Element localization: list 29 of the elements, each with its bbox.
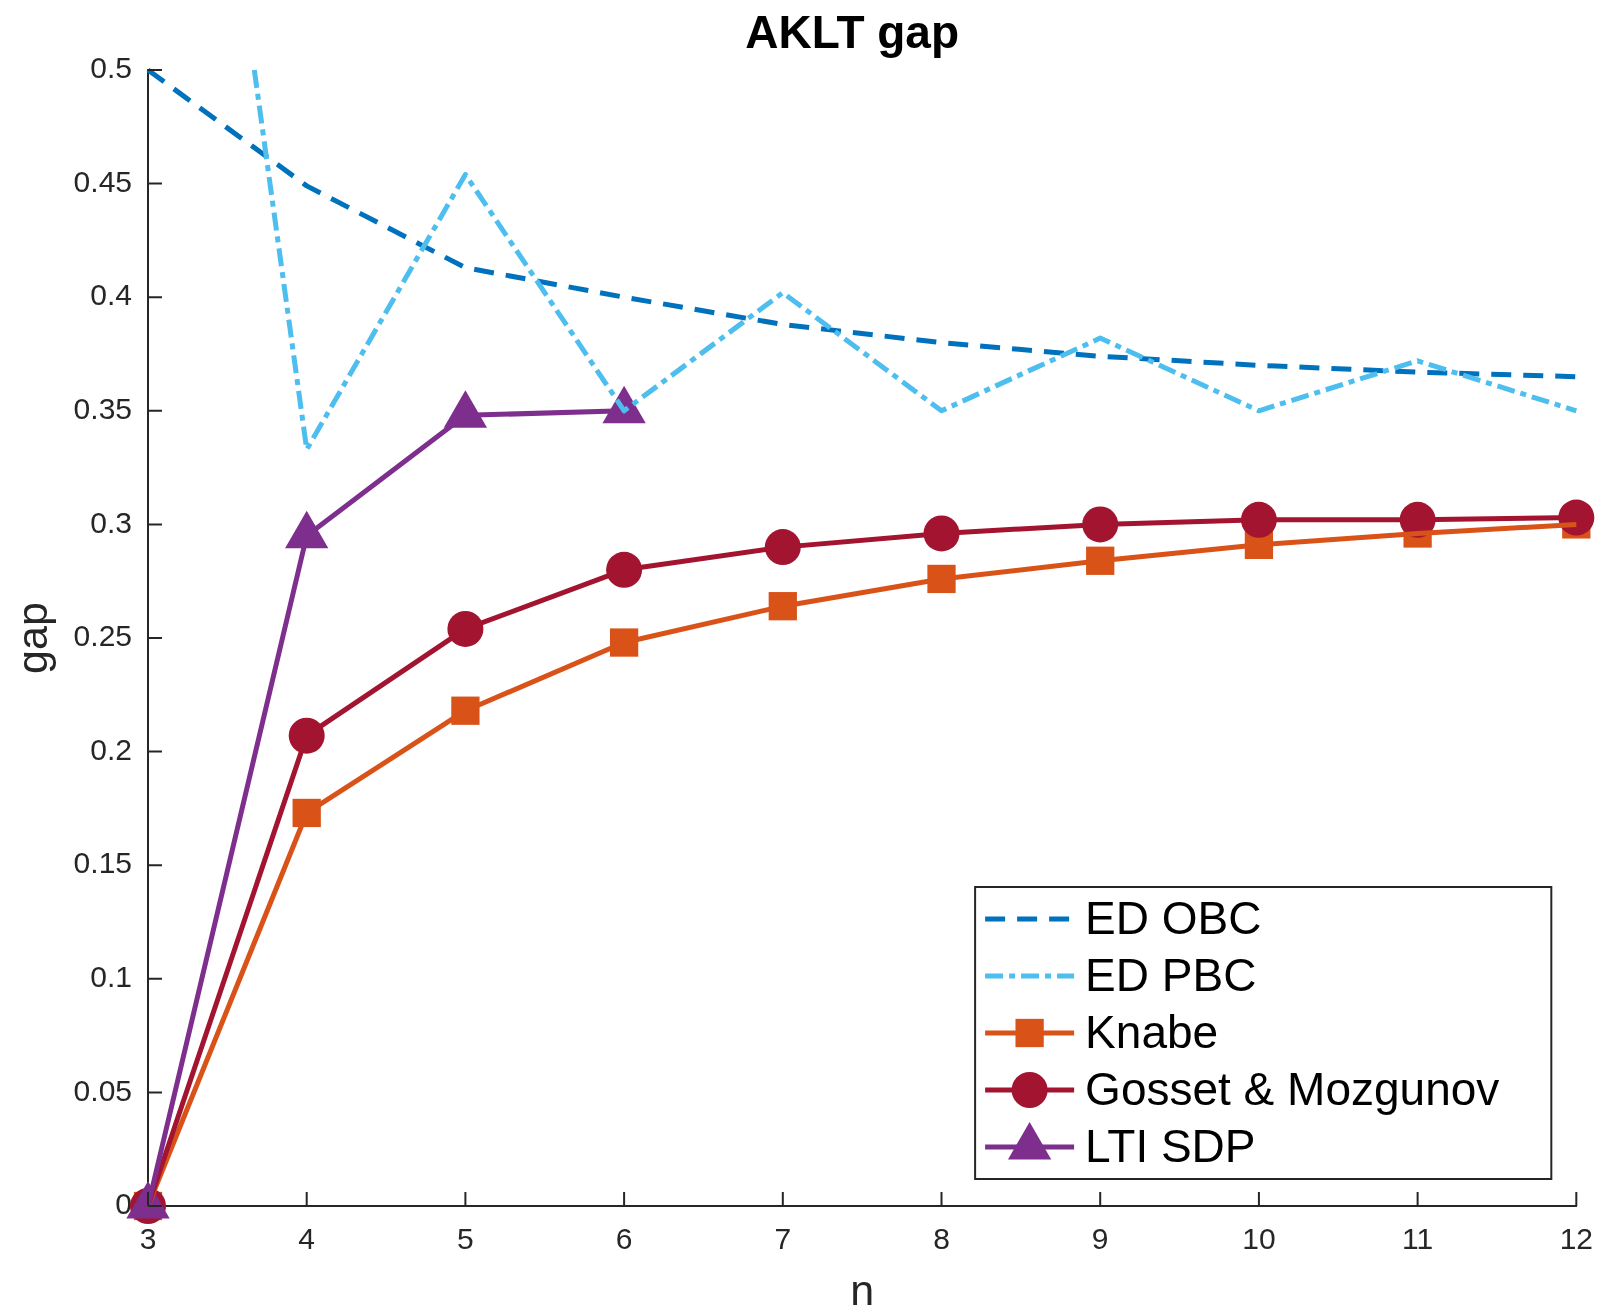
y-tick-label: 0.2 [90, 732, 132, 766]
x-tick-label: 5 [457, 1222, 474, 1256]
y-tick-label: 0 [115, 1187, 132, 1221]
y-tick-label: 0.4 [90, 278, 132, 312]
x-tick-label: 10 [1242, 1222, 1276, 1256]
x-axis-title: n [850, 1266, 875, 1307]
x-tick-label: 9 [1091, 1222, 1109, 1256]
y-tick-label: 0.35 [73, 392, 132, 426]
legend-label: ED PBC [1085, 948, 1257, 1001]
x-tick-label: 6 [615, 1222, 633, 1256]
x-tick-label: 7 [774, 1222, 792, 1256]
y-tick-label: 0.15 [73, 846, 132, 880]
y-axis-title: gap [8, 602, 57, 674]
x-tick-label: 4 [298, 1222, 316, 1256]
y-tick-label: 0.1 [90, 960, 132, 994]
legend-label: Knabe [1085, 1005, 1219, 1058]
y-tick-label: 0.3 [90, 505, 132, 539]
x-tick-label: 8 [933, 1222, 950, 1256]
x-tick-label: 3 [139, 1222, 157, 1256]
legend-label: Gosset & Mozgunov [1085, 1062, 1500, 1115]
x-tick-label: 11 [1402, 1222, 1434, 1256]
y-tick-label: 0.05 [73, 1073, 132, 1107]
y-tick-label: 0.45 [73, 164, 132, 198]
y-tick-label: 0.5 [90, 51, 132, 85]
legend-label: LTI SDP [1085, 1119, 1256, 1172]
chart-title: AKLT gap [745, 5, 960, 58]
legend-label: ED OBC [1085, 891, 1262, 944]
x-tick-label: 12 [1559, 1222, 1593, 1256]
y-tick-label: 0.25 [73, 619, 132, 653]
